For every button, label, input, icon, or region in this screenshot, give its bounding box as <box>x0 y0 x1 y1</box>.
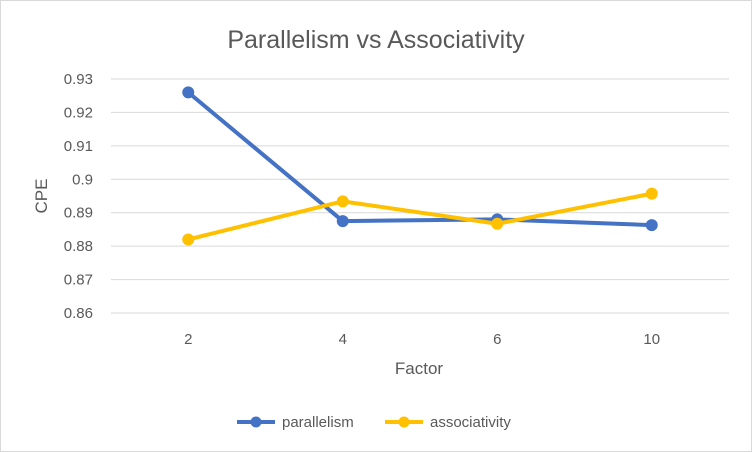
data-point <box>645 187 658 200</box>
data-point <box>336 195 349 208</box>
chart-title: Parallelism vs Associativity <box>227 26 525 54</box>
y-tick-label: 0.88 <box>64 238 93 255</box>
x-axis-ticks: 2 4 6 10 <box>184 331 660 348</box>
series-associativity <box>182 187 658 246</box>
y-axis-ticks: 0.86 0.87 0.88 0.89 0.9 0.91 0.92 0.93 <box>64 71 93 322</box>
series-parallelism <box>182 86 658 232</box>
data-point <box>645 219 658 232</box>
y-tick-label: 0.89 <box>64 205 93 222</box>
legend-label: associativity <box>430 414 511 431</box>
y-tick-label: 0.86 <box>64 305 93 322</box>
series-line <box>186 90 654 228</box>
legend-item: associativity <box>385 414 511 431</box>
data-point <box>491 217 504 230</box>
x-tick-label: 4 <box>339 331 347 348</box>
x-tick-label: 2 <box>184 331 192 348</box>
legend-marker <box>250 416 262 428</box>
x-axis-label: Factor <box>395 359 444 378</box>
series-layer <box>182 86 658 246</box>
x-tick-label: 6 <box>493 331 501 348</box>
legend-label: parallelism <box>282 414 354 431</box>
legend: parallelism associativity <box>237 414 511 431</box>
y-tick-label: 0.87 <box>64 272 93 289</box>
series-line <box>186 191 654 242</box>
y-tick-label: 0.92 <box>64 104 93 121</box>
y-tick-label: 0.91 <box>64 138 93 155</box>
y-tick-label: 0.93 <box>64 71 93 88</box>
y-axis-label: CPE <box>32 179 51 214</box>
y-tick-label: 0.9 <box>72 171 93 188</box>
x-tick-label: 10 <box>643 331 660 348</box>
data-point <box>182 86 195 99</box>
legend-item: parallelism <box>237 414 354 431</box>
data-point <box>182 233 195 246</box>
data-point <box>336 215 349 228</box>
legend-marker <box>398 416 410 428</box>
